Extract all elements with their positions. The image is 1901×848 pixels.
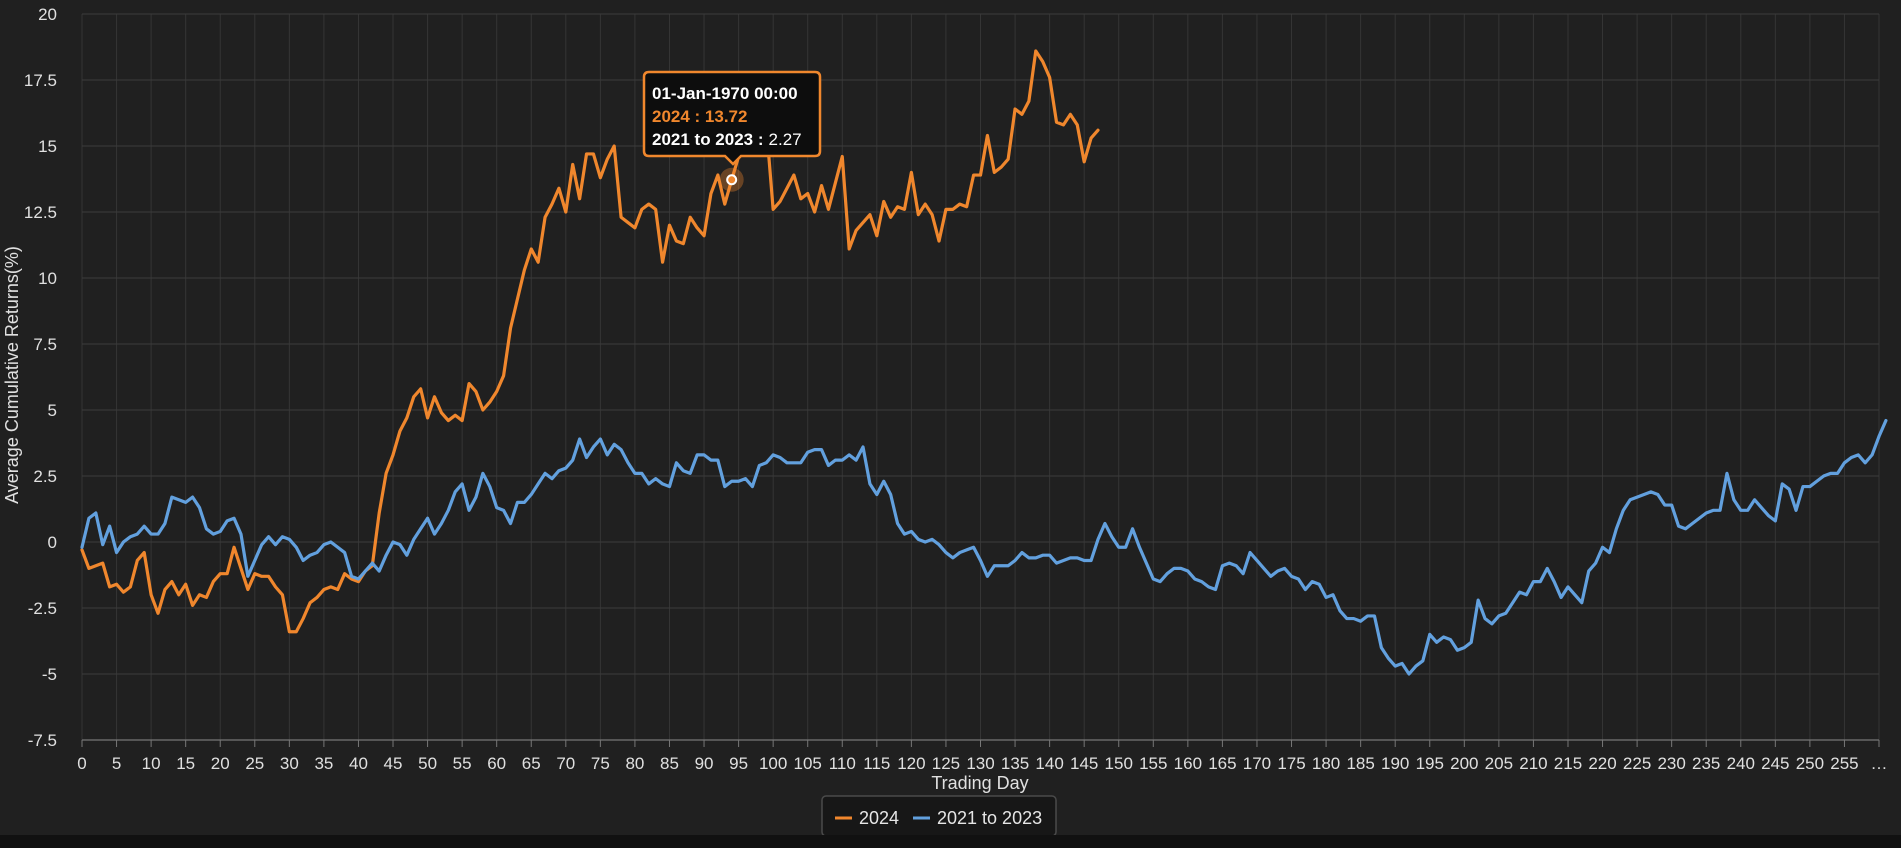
hover-point[interactable] <box>726 174 738 186</box>
y-tick-label: 0 <box>48 533 57 552</box>
x-tick-label: 250 <box>1796 754 1824 773</box>
y-tick-label: -5 <box>42 665 57 684</box>
x-tick-label: 50 <box>418 754 437 773</box>
y-tick-label: 12.5 <box>24 203 57 222</box>
x-tick-label: 0 <box>77 754 86 773</box>
x-tick-label: 40 <box>349 754 368 773</box>
x-tick-label: 15 <box>176 754 195 773</box>
y-tick-label: -7.5 <box>28 731 57 750</box>
x-tick-label: 60 <box>487 754 506 773</box>
x-tick-label: 215 <box>1554 754 1582 773</box>
x-tick-label: 30 <box>280 754 299 773</box>
x-tick-label: 120 <box>897 754 925 773</box>
legend-label-2021-to-2023: 2021 to 2023 <box>937 808 1042 828</box>
x-tick-label: 45 <box>384 754 403 773</box>
tooltip-box <box>642 70 822 166</box>
x-tick-label: 170 <box>1243 754 1271 773</box>
y-tick-label: 10 <box>38 269 57 288</box>
x-tick-label: 65 <box>522 754 541 773</box>
legend-label-2024: 2024 <box>859 808 899 828</box>
legend-item-2024[interactable]: 2024 <box>835 808 899 828</box>
x-tick-label: 155 <box>1139 754 1167 773</box>
tooltip: 01-Jan-1970 00:00 2024 : 13.72 2021 to 2… <box>642 70 822 192</box>
x-tick-label: 160 <box>1174 754 1202 773</box>
y-tick-label: 20 <box>38 5 57 24</box>
x-tick-label: 95 <box>729 754 748 773</box>
bottom-bar <box>0 835 1901 848</box>
x-tick-label: 145 <box>1070 754 1098 773</box>
series-layer <box>80 49 1888 676</box>
x-tick-label: 70 <box>556 754 575 773</box>
x-tick-label: 200 <box>1450 754 1478 773</box>
tooltip-series-2021-2023-value: 2.27 <box>769 130 802 149</box>
x-tick-label: 5 <box>112 754 121 773</box>
y-tick-label: -2.5 <box>28 599 57 618</box>
x-tick-label: 165 <box>1208 754 1236 773</box>
y-axis-ticks: -7.5 -5 -2.5 0 2.5 5 7.5 10 12.5 15 17.5 20 <box>24 5 57 750</box>
x-tick-label: 195 <box>1416 754 1444 773</box>
x-tick-label: 130 <box>966 754 994 773</box>
x-tick-label: 225 <box>1623 754 1651 773</box>
x-tick-label: 75 <box>591 754 610 773</box>
x-axis-title: Trading Day <box>931 773 1028 793</box>
x-tick-label: 135 <box>1001 754 1029 773</box>
x-tick-label: 255 <box>1830 754 1858 773</box>
x-tick-label: 90 <box>695 754 714 773</box>
x-tick-label: 100 <box>759 754 787 773</box>
x-tick-label: 140 <box>1035 754 1063 773</box>
y-tick-label: 2.5 <box>33 467 57 486</box>
x-tick-label: 210 <box>1519 754 1547 773</box>
x-tick-label: … <box>1871 754 1888 773</box>
legend: 2024 2021 to 2023 <box>821 795 1057 837</box>
x-tick-label: 55 <box>453 754 472 773</box>
x-tick-label: 115 <box>863 754 890 773</box>
tooltip-series-2021-2023-label: 2021 to 2023 : <box>652 130 764 149</box>
tooltip-series-2024: 2024 : 13.72 <box>652 107 747 126</box>
series-line-2021-to-2023[interactable] <box>80 418 1888 676</box>
x-tick-label: 85 <box>660 754 679 773</box>
series-line-2024[interactable] <box>80 49 1100 634</box>
x-tick-label: 25 <box>245 754 264 773</box>
x-tick-label: 80 <box>625 754 644 773</box>
x-tick-label: 245 <box>1761 754 1789 773</box>
x-tick-label: 105 <box>794 754 822 773</box>
x-tick-label: 10 <box>142 754 161 773</box>
x-tick-label: 235 <box>1692 754 1720 773</box>
x-tick-label: 150 <box>1105 754 1133 773</box>
x-axis-ticks: 0 5 10 15 20 25 30 35 40 45 50 55 60 65 70 75 80 85 90 95 10… <box>77 740 1888 773</box>
x-tick-label: 185 <box>1346 754 1374 773</box>
x-tick-label: 230 <box>1657 754 1685 773</box>
legend-item-2021-to-2023[interactable]: 2021 to 2023 <box>913 808 1042 828</box>
x-tick-label: 220 <box>1588 754 1616 773</box>
grid <box>81 13 1880 741</box>
x-tick-label: 180 <box>1312 754 1340 773</box>
y-axis-title: Average Cumulative Returns(%) <box>2 246 22 504</box>
x-tick-label: 205 <box>1485 754 1513 773</box>
x-tick-label: 240 <box>1727 754 1755 773</box>
tooltip-series-2021-2023: 2021 to 2023 : 2.27 <box>652 130 802 149</box>
x-tick-label: 20 <box>211 754 230 773</box>
x-tick-label: 175 <box>1277 754 1305 773</box>
x-tick-label: 35 <box>314 754 333 773</box>
x-tick-label: 125 <box>932 754 960 773</box>
tooltip-title: 01-Jan-1970 00:00 <box>652 84 798 103</box>
y-tick-label: 17.5 <box>24 71 57 90</box>
x-tick-label: 110 <box>829 754 856 773</box>
y-tick-label: 7.5 <box>33 335 57 354</box>
y-tick-label: 15 <box>38 137 57 156</box>
y-tick-label: 5 <box>48 401 57 420</box>
x-tick-label: 190 <box>1381 754 1409 773</box>
